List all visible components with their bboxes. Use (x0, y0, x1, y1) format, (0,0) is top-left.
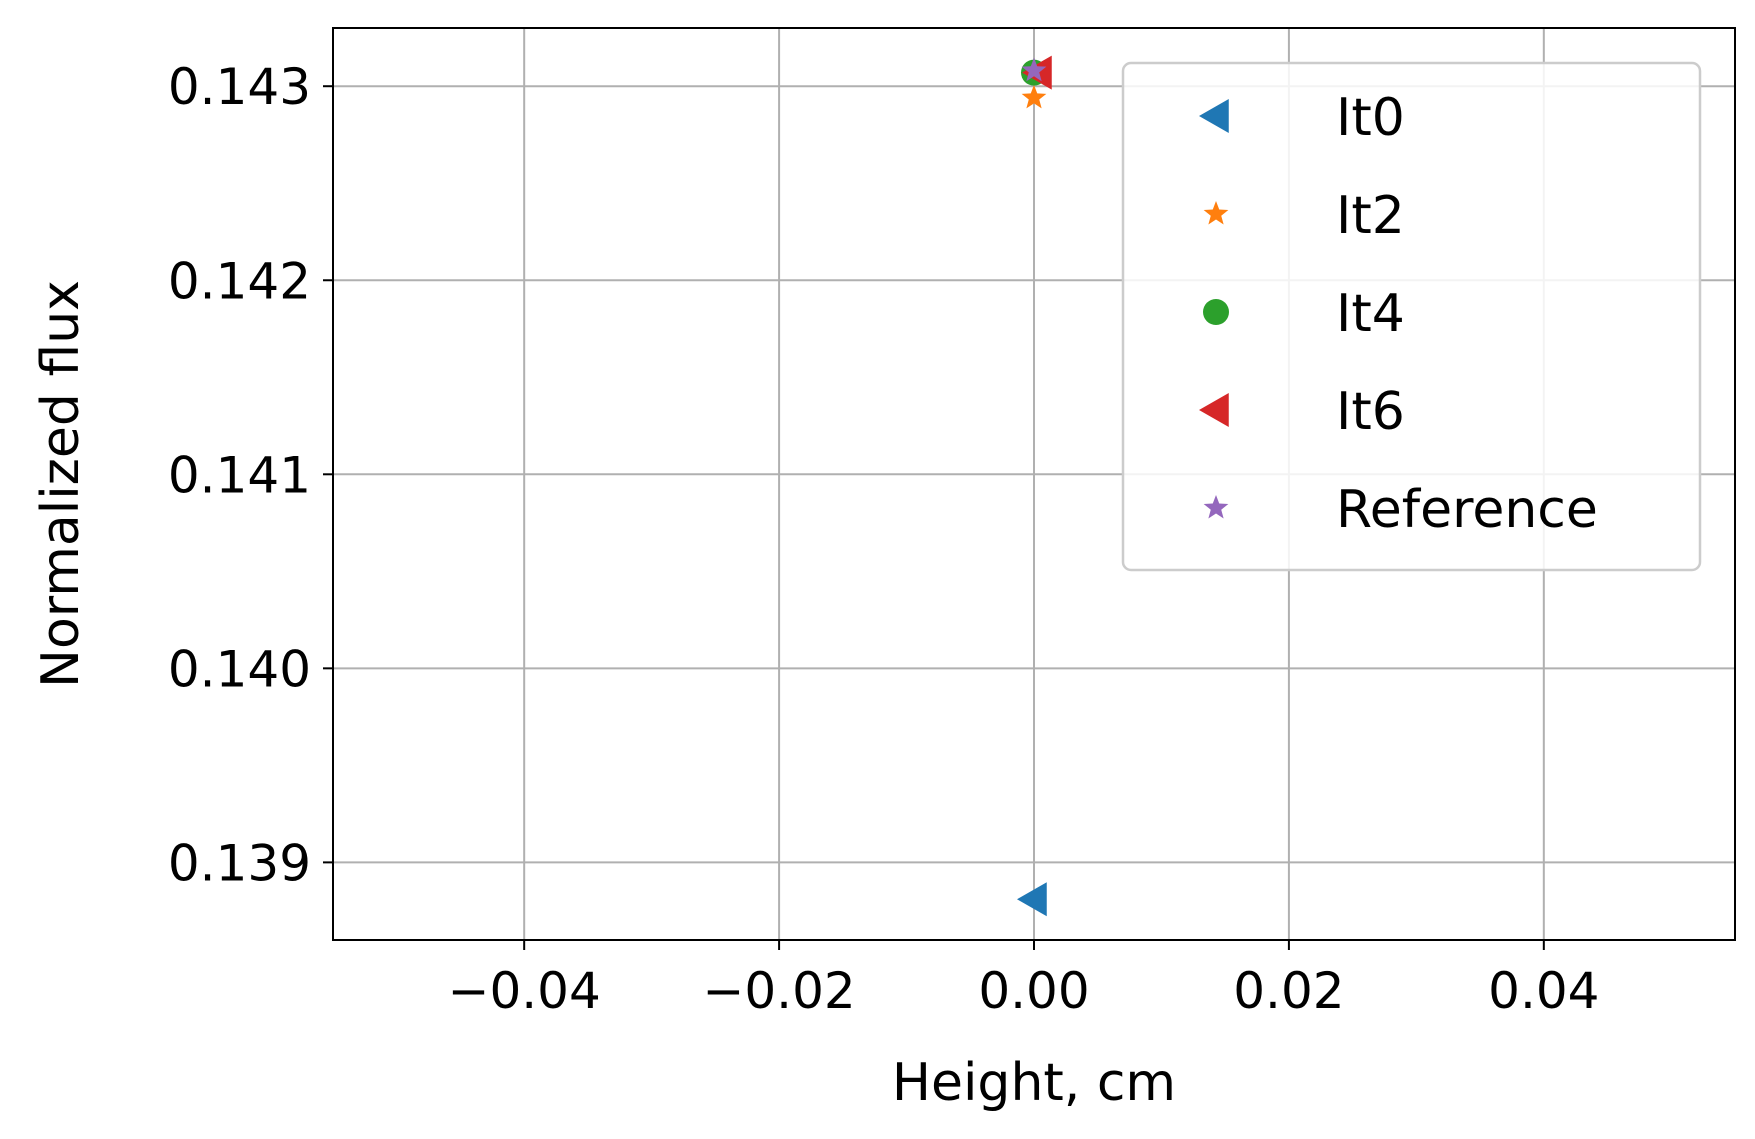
data-markers (1017, 55, 1052, 917)
x-tick-label: −0.02 (702, 962, 855, 1020)
x-tick-label: 0.02 (1233, 962, 1344, 1020)
legend-entry-label: Reference (1336, 480, 1598, 540)
axis-ticks: −0.04 −0.02 0.00 0.02 0.04 0.139 0.140 0.141 0.1… (168, 58, 1600, 1020)
legend-marker-it0 (1199, 99, 1229, 133)
legend-marker-reference (1203, 495, 1229, 519)
legend-marker-it2 (1203, 201, 1229, 225)
x-axis-label: Height, cm (892, 1053, 1176, 1113)
data-point-reference (1021, 57, 1047, 82)
legend-marker-it6 (1199, 393, 1229, 427)
x-tick-label: 0.04 (1488, 962, 1599, 1020)
legend-marker-it4 (1203, 299, 1229, 325)
data-point-it2 (1021, 84, 1047, 109)
y-tick-label: 0.140 (168, 640, 311, 698)
legend-entry-label: It0 (1336, 88, 1405, 148)
legend-entry-label: It4 (1336, 284, 1405, 344)
legend-box (1121, 61, 1702, 572)
y-tick-label: 0.141 (168, 446, 311, 504)
y-axis-label: Normalized flux (31, 280, 91, 688)
y-tick-label: 0.139 (168, 834, 311, 892)
x-tick-label: −0.04 (448, 962, 601, 1020)
legend-entry-label: It2 (1336, 186, 1405, 246)
legend-entry-label: It6 (1336, 382, 1405, 442)
legend: It0 It2 It4 It6 Reference (1121, 61, 1702, 572)
y-tick-label: 0.143 (168, 58, 311, 116)
data-point-it0 (1017, 882, 1047, 917)
y-tick-label: 0.142 (168, 252, 311, 310)
x-tick-label: 0.00 (978, 962, 1089, 1020)
